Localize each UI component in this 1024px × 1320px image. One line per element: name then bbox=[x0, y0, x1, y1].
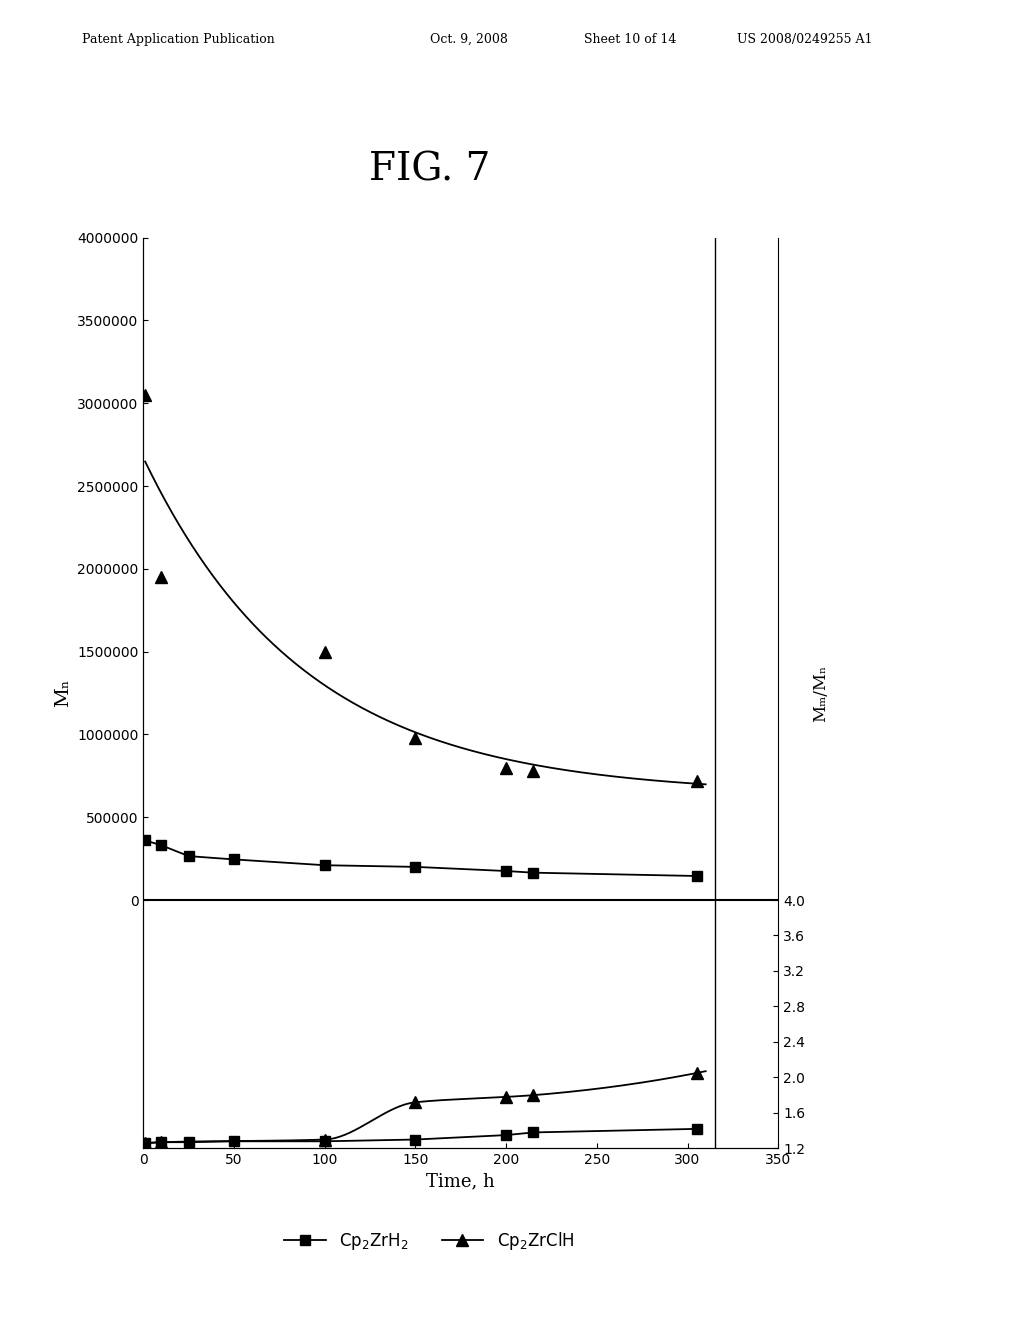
Y-axis label: Mₙ: Mₙ bbox=[53, 678, 72, 708]
X-axis label: Time, h: Time, h bbox=[426, 1172, 496, 1191]
Text: FIG. 7: FIG. 7 bbox=[370, 152, 490, 189]
Y-axis label: Mₘ/Mₙ: Mₘ/Mₙ bbox=[812, 664, 829, 722]
Text: Oct. 9, 2008: Oct. 9, 2008 bbox=[430, 33, 508, 46]
Text: US 2008/0249255 A1: US 2008/0249255 A1 bbox=[737, 33, 872, 46]
Text: Patent Application Publication: Patent Application Publication bbox=[82, 33, 274, 46]
Text: Sheet 10 of 14: Sheet 10 of 14 bbox=[584, 33, 676, 46]
Legend: Cp$_2$ZrH$_2$, Cp$_2$ZrClH: Cp$_2$ZrH$_2$, Cp$_2$ZrClH bbox=[278, 1224, 581, 1258]
